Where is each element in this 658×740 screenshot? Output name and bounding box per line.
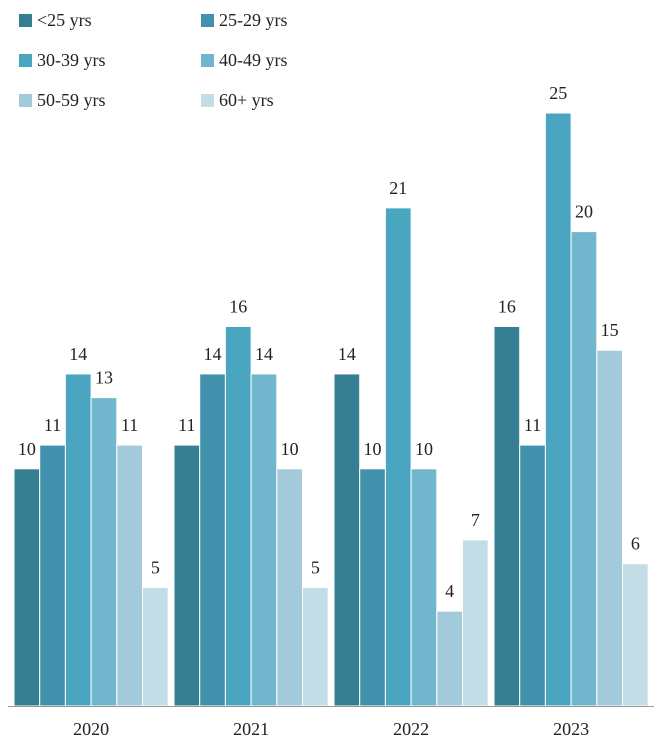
- bar: [410, 468, 438, 707]
- bar: [493, 325, 521, 707]
- bar: [199, 373, 226, 707]
- bar: [544, 112, 572, 707]
- data-label: 4: [445, 581, 454, 601]
- data-label: 10: [18, 439, 36, 459]
- x-tick-label: 2023: [553, 719, 589, 739]
- data-label: 13: [95, 368, 113, 388]
- legend-item: 60+ yrs: [201, 90, 274, 111]
- data-label: 25: [549, 83, 567, 103]
- data-label: 5: [311, 557, 320, 577]
- legend-item: 40-49 yrs: [201, 50, 288, 71]
- bar: [596, 349, 623, 707]
- data-label: 21: [389, 178, 407, 198]
- data-label: 10: [415, 439, 433, 459]
- data-label: 6: [631, 534, 640, 554]
- bar: [13, 468, 41, 707]
- bar: [462, 539, 489, 707]
- x-tick-label: 2020: [73, 719, 109, 739]
- data-label: 11: [178, 415, 195, 435]
- data-label: 14: [255, 344, 273, 364]
- legend-item: <25 yrs: [19, 10, 92, 31]
- bar: [64, 373, 92, 707]
- bar: [359, 468, 386, 707]
- bar: [436, 610, 463, 707]
- legend-swatch: [19, 14, 32, 27]
- data-label: 11: [524, 415, 541, 435]
- legend-item: 25-29 yrs: [201, 10, 288, 31]
- data-label: 5: [151, 557, 160, 577]
- data-label: 11: [121, 415, 138, 435]
- legend-item: 50-59 yrs: [19, 90, 106, 111]
- bar: [276, 468, 303, 707]
- legend-swatch: [201, 14, 214, 27]
- bar: [302, 586, 329, 707]
- legend-label: 60+ yrs: [219, 90, 274, 110]
- data-label: 11: [44, 415, 61, 435]
- data-label: 14: [338, 344, 356, 364]
- data-label: 7: [471, 510, 480, 530]
- legend-label: 25-29 yrs: [219, 10, 288, 30]
- bar: [116, 444, 144, 707]
- x-tick-label: 2021: [233, 719, 269, 739]
- bar: [142, 586, 169, 707]
- data-label: 16: [229, 296, 247, 316]
- bar: [519, 444, 546, 707]
- legend-label: 50-59 yrs: [37, 90, 106, 110]
- bar: [333, 373, 361, 707]
- data-label: 20: [575, 202, 593, 222]
- data-label: 14: [69, 344, 87, 364]
- legend-swatch: [19, 54, 32, 67]
- bar: [39, 444, 66, 707]
- legend-swatch: [201, 54, 214, 67]
- legend-label: 30-39 yrs: [37, 50, 106, 70]
- data-label: 10: [281, 439, 299, 459]
- data-label: 15: [601, 320, 619, 340]
- data-label: 16: [498, 296, 516, 316]
- bar: [570, 231, 598, 707]
- legend-swatch: [19, 94, 32, 107]
- x-tick-label: 2022: [393, 719, 429, 739]
- bar: [173, 444, 201, 707]
- bar: [90, 397, 118, 707]
- legend-label: <25 yrs: [37, 10, 92, 30]
- data-label: 14: [204, 344, 222, 364]
- bar: [250, 373, 278, 707]
- bar: [224, 325, 252, 707]
- bar: [384, 207, 412, 707]
- legend-swatch: [201, 94, 214, 107]
- data-label: 10: [364, 439, 382, 459]
- legend-label: 40-49 yrs: [219, 50, 288, 70]
- legend-item: 30-39 yrs: [19, 50, 106, 71]
- bar: [622, 563, 649, 707]
